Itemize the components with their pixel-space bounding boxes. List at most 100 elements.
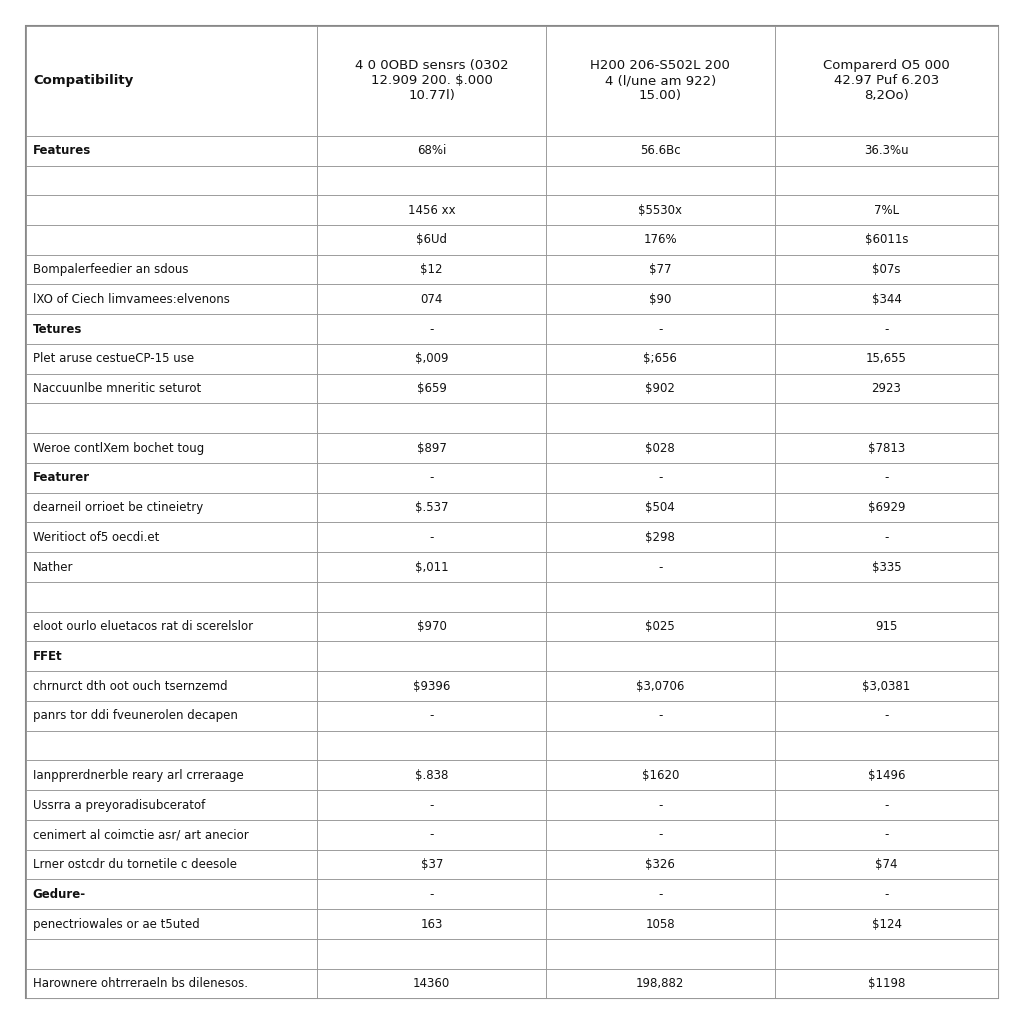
Bar [317,582,546,611]
Bar [26,671,317,701]
Bar [774,522,998,552]
Bar [774,820,998,850]
Bar [317,671,546,701]
Bar [546,166,774,196]
Text: $1496: $1496 [867,769,905,781]
Bar [26,701,317,731]
Bar [774,641,998,671]
Bar [26,880,317,909]
Bar [26,403,317,433]
Text: -: - [658,888,663,901]
Text: $6011s: $6011s [865,233,908,247]
Bar [774,671,998,701]
Text: FFEt: FFEt [33,650,62,663]
Text: 176%: 176% [643,233,677,247]
Text: 36.3%u: 36.3%u [864,144,909,157]
Text: -: - [429,828,434,842]
Text: 1058: 1058 [645,918,675,931]
Bar [546,136,774,166]
Text: -: - [429,888,434,901]
Bar [26,166,317,196]
Text: 1456 xx: 1456 xx [408,204,456,217]
Bar [26,582,317,611]
Text: $298: $298 [645,530,675,544]
Text: Ussrra a preyoradisubceratof: Ussrra a preyoradisubceratof [33,799,205,812]
Bar [546,969,774,998]
Bar [774,225,998,255]
Bar [546,344,774,374]
Bar [317,196,546,225]
Bar [774,969,998,998]
Text: $.838: $.838 [415,769,449,781]
Bar [26,433,317,463]
Text: Lrner ostcdr du tornetile c deesole: Lrner ostcdr du tornetile c deesole [33,858,237,871]
Text: $504: $504 [645,501,675,514]
Text: $124: $124 [871,918,901,931]
Bar [546,761,774,791]
Text: $028: $028 [645,441,675,455]
Bar [317,136,546,166]
Text: 56.6Bc: 56.6Bc [640,144,681,157]
Bar [26,196,317,225]
Bar [546,522,774,552]
Bar [317,820,546,850]
Bar [317,374,546,403]
Bar [26,493,317,522]
Bar [546,909,774,939]
Bar [317,225,546,255]
Text: Harownere ohtrreraeln bs dilenesos.: Harownere ohtrreraeln bs dilenesos. [33,977,248,990]
Bar [546,255,774,285]
Text: $5530x: $5530x [638,204,682,217]
Text: lXO of Ciech limvamees:elvenons: lXO of Ciech limvamees:elvenons [33,293,229,306]
Text: $9396: $9396 [413,680,451,692]
Bar [317,344,546,374]
Text: -: - [429,471,434,484]
Bar [546,701,774,731]
Text: 198,882: 198,882 [636,977,684,990]
Text: $,011: $,011 [415,560,449,573]
Text: $37: $37 [421,858,443,871]
Text: 074: 074 [421,293,443,306]
Text: $335: $335 [871,560,901,573]
Bar [546,433,774,463]
Bar [546,314,774,344]
Bar [546,791,774,820]
Bar [774,761,998,791]
Bar [317,522,546,552]
Text: Weritioct of5 oecdi.et: Weritioct of5 oecdi.et [33,530,159,544]
Bar [26,255,317,285]
Bar [546,880,774,909]
Bar [546,611,774,641]
Text: -: - [885,530,889,544]
Text: $07s: $07s [872,263,901,276]
Bar [774,493,998,522]
Bar [317,166,546,196]
Bar [546,26,774,136]
Bar [317,731,546,761]
Text: -: - [658,799,663,812]
Text: $6929: $6929 [867,501,905,514]
Text: eloot ourlo eluetacos rat di scerelslor: eloot ourlo eluetacos rat di scerelslor [33,621,253,633]
Bar [317,641,546,671]
Bar [546,671,774,701]
Text: $74: $74 [876,858,898,871]
Text: Weroe contlXem bochet toug: Weroe contlXem bochet toug [33,441,204,455]
Text: $970: $970 [417,621,446,633]
Bar [774,731,998,761]
Bar [774,374,998,403]
Bar [26,850,317,880]
Bar [546,463,774,493]
Text: -: - [658,828,663,842]
Text: Plet aruse cestueCP-15 use: Plet aruse cestueCP-15 use [33,352,194,366]
Text: -: - [885,471,889,484]
Text: Gedure-: Gedure- [33,888,86,901]
Text: $025: $025 [645,621,675,633]
Text: 915: 915 [876,621,898,633]
Text: $3,0706: $3,0706 [636,680,684,692]
Bar [317,761,546,791]
Text: $90: $90 [649,293,672,306]
Text: -: - [429,799,434,812]
Text: Naccuunlbe mneritic seturot: Naccuunlbe mneritic seturot [33,382,201,395]
Bar [774,552,998,582]
Bar [26,820,317,850]
